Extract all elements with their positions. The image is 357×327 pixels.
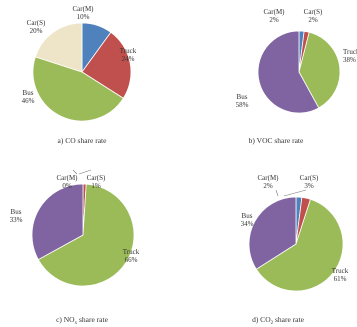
- pie-co2-label-car-s-name: Car(S): [300, 174, 319, 182]
- pie-co2-label-bus-name: Bus: [242, 212, 253, 220]
- pie-co-caption: a) CO share rate: [58, 136, 108, 145]
- pie-co-label-bus-name: Bus: [23, 89, 34, 97]
- pie-co-label-truck-name: Truck: [120, 47, 137, 55]
- pie-nox-caption: c) NOx share rate: [56, 315, 109, 326]
- pie-nox-label-car-s-value: 1%: [91, 182, 101, 190]
- pie-co-label-car-m-name: Car(M): [73, 5, 95, 13]
- pie-nox-label-bus-value: 33%: [10, 216, 23, 224]
- pie-nox-label-truck-name: Truck: [123, 248, 140, 256]
- pie-nox-label-car-s-name: Car(S): [87, 174, 106, 182]
- pie-voc-label-car-s-value: 2%: [308, 16, 318, 24]
- pie-voc-label-truck-value: 38%: [343, 56, 356, 64]
- pie-co2-label-car-s-value: 3%: [304, 182, 314, 190]
- pie-nox-slice-bus: [31, 183, 84, 261]
- pie-co-label-car-m-value: 10%: [77, 13, 90, 21]
- pie-co-label-car-s-name: Car(S): [27, 19, 46, 27]
- pie-nox-slice-truck: [37, 183, 135, 287]
- pie-co-label-truck-value: 24%: [122, 55, 135, 63]
- pie-nox-label-truck-value: 66%: [125, 256, 138, 264]
- pie-co-slice-truck: [81, 31, 132, 99]
- pie-co-label-car-s-value: 20%: [30, 27, 43, 35]
- pie-nox-label-car-m-name: Car(M): [57, 174, 79, 182]
- pie-co2-slice-truck: [255, 198, 344, 292]
- pie-voc-label-truck-name: Truck: [343, 48, 357, 56]
- pie-co: [32, 22, 132, 122]
- pie-voc-label-car-m-value: 2%: [269, 16, 279, 24]
- pie-voc-label-bus-value: 58%: [236, 101, 249, 109]
- pie-co-slice-bus: [32, 56, 124, 122]
- pie-nox: [31, 183, 135, 287]
- pie-nox-label-car-m-value: 0%: [62, 182, 72, 190]
- pie-co2-label-truck-name: Truck: [332, 267, 349, 275]
- pie-co2-label-bus-value: 34%: [241, 220, 254, 228]
- pie-co2-label-truck-value: 61%: [334, 275, 347, 283]
- pie-co-label-bus-value: 46%: [22, 97, 35, 105]
- pie-co2-label-car-m-value: 2%: [263, 182, 273, 190]
- pie-co2-caption: d) CO2 share rate: [252, 315, 305, 326]
- pie-co2-slice-bus: [248, 196, 297, 270]
- pie-co2: [248, 196, 344, 292]
- pie-voc-label-car-m-name: Car(M): [264, 8, 286, 16]
- pie-voc: [257, 30, 341, 114]
- pie-voc-label-bus-name: Bus: [237, 93, 248, 101]
- pie-voc-caption: b) VOC share rate: [249, 136, 304, 145]
- pie-nox-label-bus-name: Bus: [11, 208, 22, 216]
- pie-co-slice-car-s: [34, 22, 83, 73]
- pie-co2-label-car-m-name: Car(M): [258, 174, 280, 182]
- pie-voc-slice-truck: [298, 31, 341, 109]
- pie-voc-slice-bus: [257, 30, 320, 114]
- pie-voc-label-car-s-name: Car(S): [304, 8, 323, 16]
